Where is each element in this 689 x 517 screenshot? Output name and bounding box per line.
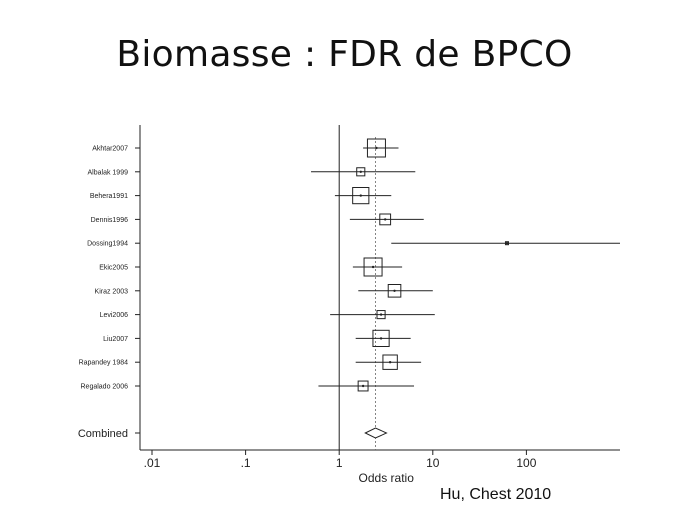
study-weight-box xyxy=(363,257,383,277)
study-weight-box xyxy=(382,354,398,370)
study-point-estimate xyxy=(371,265,375,269)
study-point-estimate xyxy=(375,146,378,150)
combined-label: Combined xyxy=(78,428,128,440)
study-label: Kiraz 2003 xyxy=(95,288,129,295)
study-label: Albalak 1999 xyxy=(88,169,129,176)
study-point-estimate xyxy=(379,337,383,340)
combined-group: Combined xyxy=(78,427,388,440)
study-point-estimate xyxy=(388,361,392,364)
x-tick-label: 100 xyxy=(516,456,536,470)
study-label: Behera1991 xyxy=(90,193,128,200)
slide-title: Biomasse : FDR de BPCO xyxy=(116,34,573,75)
x-tick-label: .01 xyxy=(144,456,161,470)
study-point-estimate xyxy=(505,242,509,245)
x-tick-label: .1 xyxy=(241,456,251,470)
study-point-estimate xyxy=(361,384,365,388)
study-label: Regalado 2006 xyxy=(81,384,129,391)
study-weight-box xyxy=(387,284,402,298)
study-weight-box xyxy=(357,380,369,392)
study-label: Ekic2005 xyxy=(99,265,128,272)
study-label: Levi2006 xyxy=(100,312,129,319)
study-point-estimate xyxy=(383,218,387,221)
study-point-estimate xyxy=(359,194,362,197)
x-tick-label: 1 xyxy=(336,456,343,470)
study-point-estimate xyxy=(379,313,383,316)
study-label: Dennis1996 xyxy=(91,217,128,224)
study-weight-box xyxy=(372,329,390,347)
axes-group xyxy=(139,125,620,451)
combined-diamond xyxy=(364,427,388,439)
study-weight-box xyxy=(356,167,366,177)
x-axis-label: Odds ratio xyxy=(359,471,415,485)
study-point-estimate xyxy=(359,170,362,173)
citation: Hu, Chest 2010 xyxy=(440,486,552,503)
study-label: Rapandey 1984 xyxy=(79,360,129,367)
study-label: Akhtar2007 xyxy=(92,146,128,153)
study-weight-box xyxy=(366,138,386,158)
study-point-estimate xyxy=(393,289,396,292)
study-label: Liu2007 xyxy=(103,336,128,343)
study-weight-box xyxy=(376,310,386,320)
studies-group: Akhtar2007 Albalak 1999 Behera1991 Dennis19… xyxy=(79,138,620,392)
x-tick-label: 10 xyxy=(426,456,440,470)
x-ticks-group: .01 .1 1 10 100 xyxy=(144,450,537,470)
study-label: Dossing1994 xyxy=(87,241,128,248)
study-weight-box xyxy=(504,241,509,246)
study-weight-box xyxy=(352,187,370,205)
study-weight-box xyxy=(379,213,392,226)
